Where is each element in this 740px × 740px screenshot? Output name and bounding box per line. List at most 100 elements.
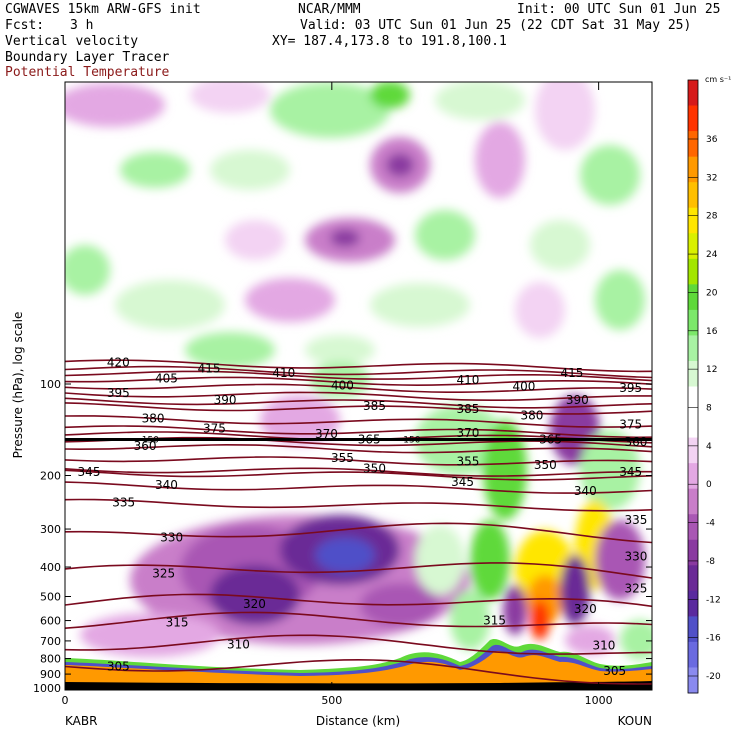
theta-contour-label: 400 xyxy=(512,380,535,394)
theta-contour-label: 330 xyxy=(160,531,183,545)
colorbar-swatch xyxy=(688,156,698,183)
init-time: Init: 00 UTC Sun 01 Jun 25 xyxy=(517,2,721,17)
theta-contour-label: 345 xyxy=(78,465,101,479)
field-boundary-layer-tracer: Boundary Layer Tracer xyxy=(5,50,170,65)
theta-contour-label: 335 xyxy=(112,495,135,509)
theta-contour-label: 355 xyxy=(331,451,354,465)
theta-contour-label: 380 xyxy=(142,412,165,426)
left-endpoint-station: KABR xyxy=(65,714,97,728)
colorbar-swatch xyxy=(688,539,698,566)
theta-contour-line xyxy=(65,425,652,439)
theta-contour-label: 385 xyxy=(456,402,479,416)
theta-contour-label: 410 xyxy=(456,373,479,387)
colorbar-swatch xyxy=(688,258,698,285)
theta-contour-line xyxy=(65,370,652,382)
theta-contour-label: 370 xyxy=(315,427,338,441)
theta-contour-label: 305 xyxy=(107,660,130,674)
field-vertical-velocity: Vertical velocity xyxy=(5,34,139,49)
velocity-colorbar: 36 32 28 24 20 16 12 8 4 0 -4 -8 -12 -16 -20 xyxy=(687,79,721,694)
forecast-hour: 3 h xyxy=(70,18,94,33)
colorbar-swatch xyxy=(688,233,698,260)
theta-contour-label: 350 xyxy=(534,458,557,472)
theta-contour-line xyxy=(65,469,652,481)
y-tick-label: 800 xyxy=(40,653,61,666)
theta-contour-line xyxy=(65,365,652,379)
colorbar-unit: cm s⁻¹ xyxy=(705,75,731,84)
theta-contour-line xyxy=(65,359,652,373)
theta-contour-line xyxy=(65,481,652,494)
theta-contour-label: 395 xyxy=(107,386,130,400)
theta-contour-label: 325 xyxy=(625,581,648,595)
theta-contour-line xyxy=(65,467,652,477)
theta-contour-line xyxy=(65,498,652,512)
colorbar-swatch xyxy=(688,463,698,490)
theta-contour-line xyxy=(65,593,652,608)
colorbar-label: -20 xyxy=(706,672,721,682)
colorbar-swatch xyxy=(688,360,698,387)
theta-contour-label: 375 xyxy=(203,421,226,435)
plot-frame xyxy=(64,81,653,691)
forecast-label: Fcst: xyxy=(5,18,45,33)
theta-contour-label: 315 xyxy=(483,614,506,628)
theta-contour-label: 400 xyxy=(331,378,354,392)
y-tick-label: 1000 xyxy=(33,682,61,695)
tracer-contour-label: 150 xyxy=(142,436,159,446)
theta-contour-label: 335 xyxy=(625,513,648,527)
colorbar-swatch xyxy=(688,284,698,311)
colorbar-label: 8 xyxy=(706,404,712,414)
x-axis: 0 500 1000 xyxy=(62,82,613,707)
colorbar-swatch xyxy=(688,514,698,541)
theta-contour-label: 345 xyxy=(619,465,642,479)
theta-contour-label: 420 xyxy=(107,356,130,370)
colorbar-swatch xyxy=(688,667,698,694)
theta-contour-label: 375 xyxy=(619,418,642,432)
colorbar-label: 16 xyxy=(706,327,718,337)
y-tick-label: 900 xyxy=(40,668,61,681)
colorbar-swatch xyxy=(688,488,698,515)
x-tick-label: 0 xyxy=(62,694,69,707)
theta-contour-label: 385 xyxy=(363,399,386,413)
colorbar-swatch xyxy=(688,437,698,464)
y-tick-label: 700 xyxy=(40,635,61,648)
colorbar-swatch xyxy=(688,207,698,234)
theta-contour-label: 390 xyxy=(566,393,589,407)
theta-contour-line xyxy=(65,415,652,428)
y-tick-label: 600 xyxy=(40,615,61,628)
theta-contour-label: 340 xyxy=(574,484,597,498)
colorbar-swatch xyxy=(688,80,698,107)
theta-contour-label: 325 xyxy=(152,566,175,580)
theta-contour-line xyxy=(65,658,652,685)
y-tick-label: 300 xyxy=(40,523,61,536)
theta-contour-label: 365 xyxy=(539,432,562,446)
field-potential-temperature: Potential Temperature xyxy=(5,65,170,80)
colorbar-label: 0 xyxy=(706,480,712,490)
y-tick-label: 100 xyxy=(40,378,61,391)
colorbar-swatch xyxy=(688,641,698,668)
y-axis-title: Pressure (hPa), log scale xyxy=(11,312,25,459)
colorbar-label: -4 xyxy=(706,519,715,529)
x-axis-title: Distance (km) xyxy=(316,714,400,728)
theta-contour-label: 415 xyxy=(561,366,584,380)
colorbar-swatch xyxy=(688,565,698,592)
theta-contour-line xyxy=(65,383,652,394)
colorbar-swatch xyxy=(688,105,698,132)
colorbar-label: 24 xyxy=(706,250,718,260)
theta-contour-label: 340 xyxy=(155,478,178,492)
theta-contour-label: 360 xyxy=(134,439,157,453)
colorbar-label: 32 xyxy=(706,173,717,183)
colorbar-swatch xyxy=(688,616,698,643)
x-tick-label: 500 xyxy=(321,694,342,707)
theta-contour-line xyxy=(65,634,652,655)
colorbar-label: 36 xyxy=(706,135,718,145)
valid-time: Valid: 03 UTC Sun 01 Jun 25 (22 CDT Sat … xyxy=(300,18,692,33)
theta-contour-label: 415 xyxy=(198,362,221,376)
theta-contour-label: 305 xyxy=(603,664,626,678)
theta-contour-label: 365 xyxy=(358,432,381,446)
theta-contour-line xyxy=(65,456,652,466)
theta-contour-label: 370 xyxy=(456,426,479,440)
theta-contour-line xyxy=(65,397,652,409)
colorbar-swatch xyxy=(688,335,698,362)
colorbar-label: 4 xyxy=(706,442,712,452)
